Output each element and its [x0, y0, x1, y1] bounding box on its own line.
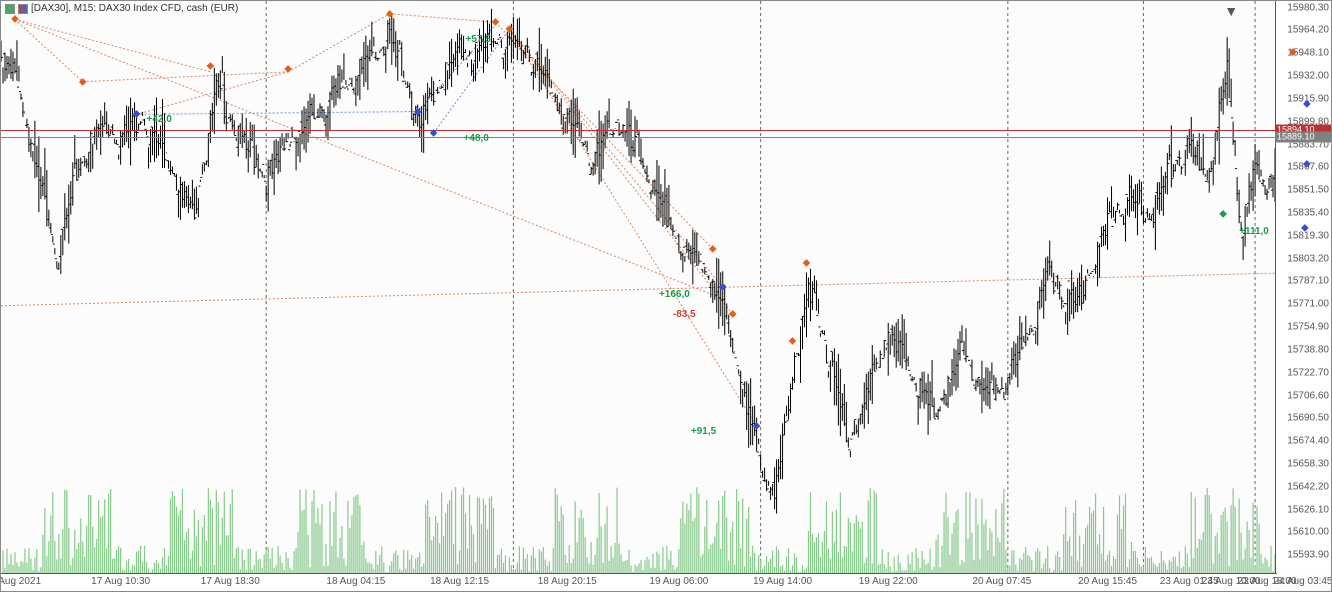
ytick: 15626.10 [1287, 504, 1329, 515]
fractal-marker-icon: ◆ [414, 106, 422, 117]
xtick: 19 Aug 14:00 [753, 576, 812, 587]
trade-annotation: -83,5 [673, 309, 696, 320]
fractal-marker-icon: ◆ [1289, 47, 1297, 58]
xtick: 19 Aug 22:00 [859, 576, 918, 587]
trade-annotation: +57,5 [466, 34, 491, 45]
ytick: 15610.00 [1287, 527, 1329, 538]
ytick: 15690.50 [1287, 413, 1329, 424]
trade-annotation: +111,0 [1239, 226, 1269, 237]
xtick: 17 Aug 2021 [0, 576, 41, 587]
xtick: 20 Aug 15:45 [1078, 576, 1137, 587]
xtick: 18 Aug 12:15 [430, 576, 489, 587]
price-line [1, 130, 1277, 131]
trade-annotation: +42,0 [147, 114, 172, 125]
chart-window[interactable]: [DAX30], M15: DAX30 Index CFD, cash (EUR… [0, 0, 1332, 592]
fractal-marker-icon: ◆ [386, 8, 394, 19]
ytick: 15964.20 [1287, 25, 1329, 36]
fractal-marker-icon: ◆ [753, 421, 761, 432]
trade-annotation: +166,0 [659, 289, 690, 300]
fractal-marker-icon: ◆ [719, 282, 727, 293]
ytick: 15771.00 [1287, 299, 1329, 310]
marker-arrow-icon: ▼ [1224, 3, 1238, 19]
ytick: 15980.30 [1287, 2, 1329, 13]
ytick: 15593.90 [1287, 550, 1329, 561]
ytick: 15787.10 [1287, 276, 1329, 287]
fractal-marker-icon: ◆ [709, 244, 717, 255]
gridlines [1, 1, 1277, 575]
ytick: 15851.50 [1287, 185, 1329, 196]
zoom-in-icon[interactable] [5, 4, 15, 14]
fractal-marker-icon: ◆ [1301, 222, 1309, 233]
ytick: 15754.90 [1287, 322, 1329, 333]
xtick: 24 Aug 03:45 [1274, 576, 1332, 587]
fractal-marker-icon: ◆ [1219, 208, 1227, 219]
ytick: 15674.40 [1287, 436, 1329, 447]
fractal-marker-icon: ◆ [430, 127, 438, 138]
trade-annotation: +48,0 [464, 133, 489, 144]
fractal-marker-icon: ◆ [11, 14, 19, 25]
fractal-marker-icon: ◆ [492, 17, 500, 28]
fractal-marker-icon: ◆ [803, 258, 811, 269]
xtick: 18 Aug 20:15 [538, 576, 597, 587]
fractal-marker-icon: ◆ [79, 76, 87, 87]
fractal-marker-icon: ◆ [789, 336, 797, 347]
ytick: 15642.20 [1287, 481, 1329, 492]
plot-area[interactable]: ▼ +42,0 +57,5 +48,0 +166,0 -83,5 +91,5 +111,0 ◆… [1, 1, 1277, 575]
chart-title-text: [DAX30], M15: DAX30 Index CFD, cash (EUR… [31, 3, 238, 14]
fractal-marker-icon: ◆ [206, 61, 214, 72]
y-axis[interactable]: 15980.3015964.2015948.1015932.0015915.90… [1275, 1, 1331, 575]
price-tag: 15889.10 [1275, 131, 1331, 142]
ytick: 15722.70 [1287, 367, 1329, 378]
fractal-marker-icon: ◆ [1303, 99, 1311, 110]
chart-title-bar: [DAX30], M15: DAX30 Index CFD, cash (EUR… [5, 3, 238, 14]
xtick: 19 Aug 06:00 [649, 576, 708, 587]
fractal-marker-icon: ◆ [1303, 158, 1311, 169]
fractal-marker-icon: ◆ [284, 64, 292, 75]
ytick: 15835.40 [1287, 208, 1329, 219]
x-axis[interactable]: 17 Aug 2021 17 Aug 10:30 17 Aug 18:30 18 Au… [1, 573, 1277, 591]
xtick: 17 Aug 18:30 [201, 576, 260, 587]
ytick: 15803.20 [1287, 253, 1329, 264]
zoom-out-icon[interactable] [18, 4, 28, 14]
xtick: 17 Aug 10:30 [91, 576, 150, 587]
ytick: 15738.80 [1287, 344, 1329, 355]
volume-bars [1, 1, 1277, 575]
ytick: 15932.00 [1287, 71, 1329, 82]
trade-annotation: +91,5 [691, 426, 716, 437]
ytick: 15658.30 [1287, 459, 1329, 470]
fractal-marker-icon: ◆ [506, 24, 514, 35]
xtick: 20 Aug 07:45 [972, 576, 1031, 587]
trend-lines [1, 1, 1277, 575]
xtick: 18 Aug 04:15 [326, 576, 385, 587]
candlesticks [1, 1, 1277, 575]
ytick: 15706.60 [1287, 390, 1329, 401]
price-line [1, 137, 1277, 138]
fractal-marker-icon: ◆ [133, 109, 141, 120]
fractal-marker-icon: ◆ [729, 309, 737, 320]
